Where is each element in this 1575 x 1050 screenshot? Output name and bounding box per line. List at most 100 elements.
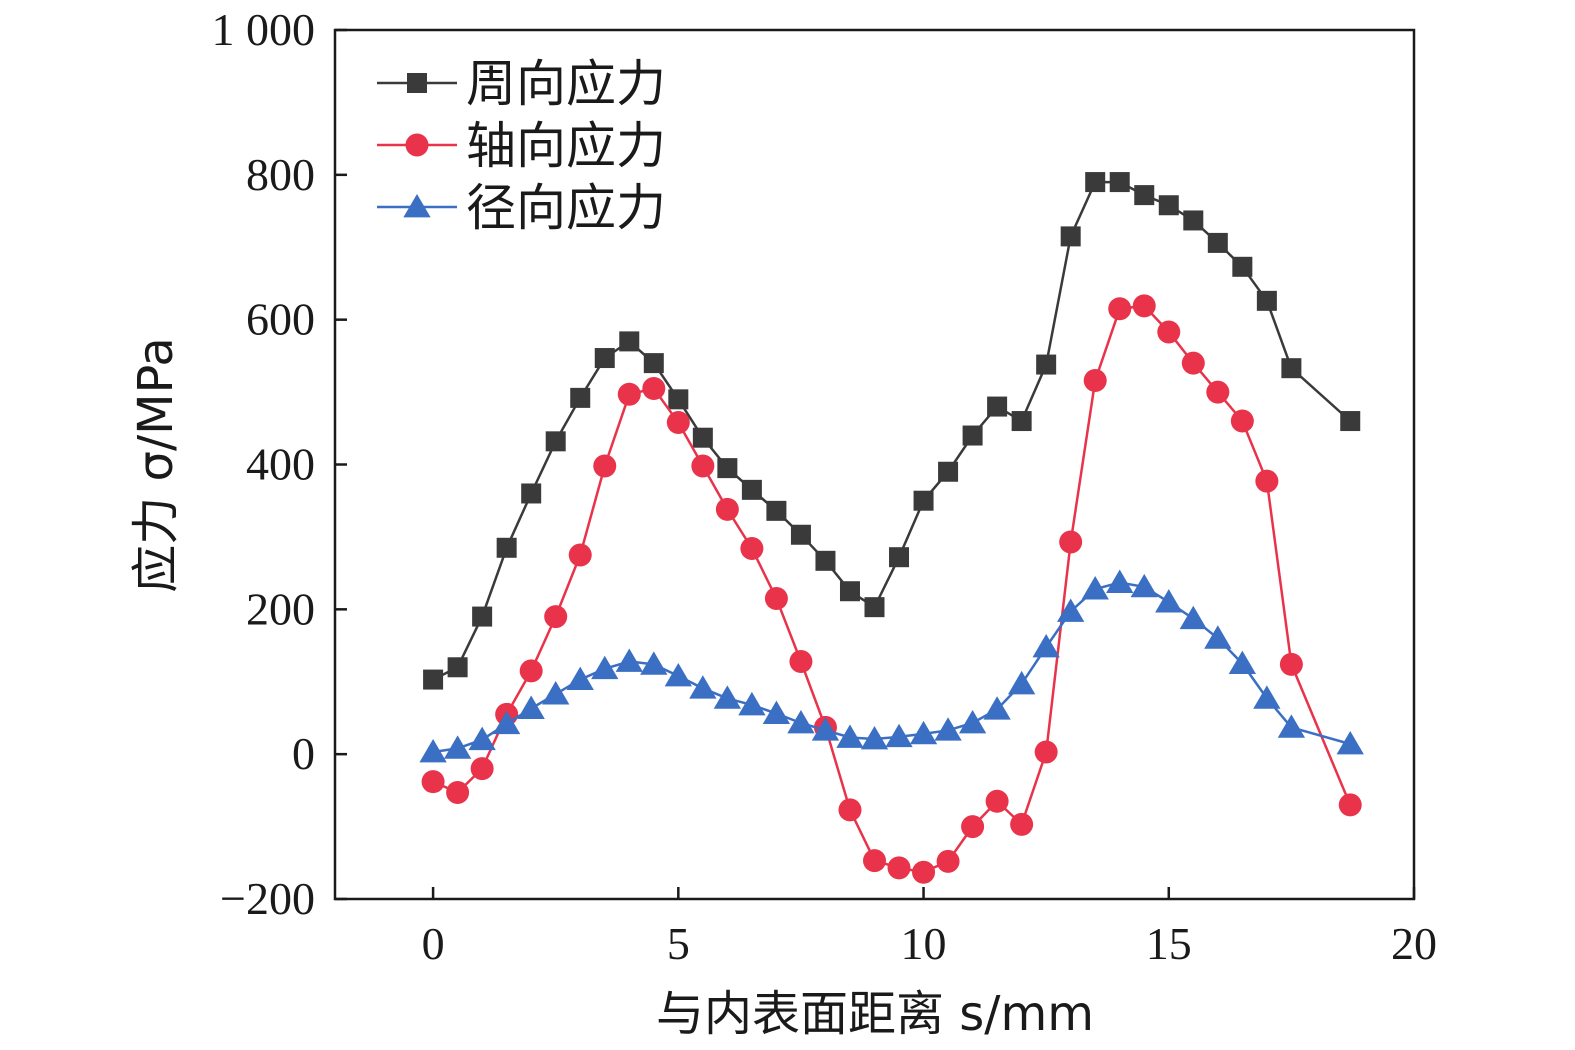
y-tick-label: 600	[246, 294, 315, 345]
data-point	[591, 655, 619, 680]
y-tick-label: −200	[220, 873, 315, 924]
data-point	[521, 483, 542, 504]
data-point	[766, 500, 787, 521]
y-axis-title: 应力 σ/MPa	[128, 337, 184, 592]
data-point	[664, 662, 692, 687]
legend-marker	[403, 194, 431, 218]
data-point	[570, 387, 591, 408]
data-point	[811, 717, 840, 741]
data-point	[542, 681, 570, 705]
data-point	[1340, 411, 1361, 432]
data-point	[1256, 290, 1277, 311]
data-point	[1277, 714, 1306, 738]
data-point	[1181, 351, 1205, 375]
y-tick-label: 400	[246, 439, 315, 490]
legend-item: 周向应力	[377, 55, 666, 113]
data-point	[790, 524, 811, 545]
data-point	[544, 605, 568, 629]
data-point	[1108, 297, 1132, 321]
data-point	[519, 659, 543, 683]
data-point	[762, 700, 791, 725]
data-point	[1106, 569, 1134, 593]
data-point	[985, 789, 1009, 813]
data-point	[1036, 354, 1057, 375]
data-point	[1230, 409, 1254, 433]
legend-marker	[405, 133, 429, 157]
data-point	[860, 725, 889, 750]
data-point	[568, 543, 592, 567]
data-point	[1059, 530, 1083, 554]
data-point	[789, 649, 813, 673]
data-point	[1206, 380, 1230, 404]
series-2	[421, 294, 1362, 884]
data-point	[593, 454, 617, 478]
data-point	[472, 606, 493, 627]
data-point	[692, 427, 713, 448]
data-point	[446, 781, 470, 805]
data-point	[1032, 633, 1060, 658]
data-point	[1253, 685, 1281, 709]
data-point	[1109, 172, 1130, 193]
data-point	[1183, 210, 1204, 231]
data-point	[493, 710, 521, 735]
y-tick-label: 1 000	[212, 4, 316, 55]
data-point	[594, 348, 615, 369]
data-point	[470, 757, 494, 781]
data-point	[1228, 650, 1256, 675]
data-point	[885, 723, 913, 748]
data-point	[738, 691, 766, 716]
x-tick-label: 10	[901, 918, 947, 969]
data-point	[913, 490, 934, 511]
x-axis-title: 与内表面距离 s/mm	[656, 986, 1094, 1042]
data-point	[713, 685, 742, 709]
data-point	[1060, 226, 1081, 247]
data-point	[1204, 625, 1232, 649]
data-point	[838, 798, 862, 822]
legend-item: 轴向应力	[377, 117, 666, 175]
data-point	[643, 353, 664, 374]
data-point	[1034, 740, 1058, 764]
data-point	[764, 586, 788, 610]
x-tick-label: 15	[1146, 918, 1192, 969]
data-point	[447, 657, 468, 678]
data-point	[615, 648, 643, 672]
data-point	[741, 479, 762, 500]
legend-item: 径向应力	[377, 179, 666, 237]
data-point	[640, 651, 668, 675]
data-point	[889, 547, 910, 568]
data-point	[666, 410, 690, 434]
legend-label: 周向应力	[466, 55, 666, 113]
data-point	[1158, 195, 1179, 216]
data-point	[983, 696, 1011, 720]
y-axis: −200 0 200 400 600 800 1 000	[212, 4, 347, 924]
data-point	[958, 710, 987, 734]
data-point	[617, 382, 641, 406]
data-point	[1279, 652, 1303, 676]
y-tick-label: 200	[246, 583, 315, 634]
data-point	[1081, 576, 1109, 600]
data-point	[419, 738, 447, 763]
data-point	[987, 396, 1008, 417]
data-point	[421, 770, 445, 794]
data-point	[936, 849, 960, 873]
x-tick-label: 20	[1391, 918, 1437, 969]
data-point	[934, 717, 962, 741]
data-point	[787, 710, 815, 734]
series-line	[432, 180, 1352, 681]
data-point	[938, 461, 959, 482]
data-point	[545, 431, 566, 452]
data-point	[887, 856, 911, 880]
x-tick-label: 0	[422, 918, 445, 969]
data-point	[443, 735, 472, 759]
data-point	[1007, 670, 1036, 695]
legend-label: 径向应力	[466, 179, 666, 237]
data-point	[619, 331, 640, 352]
data-point	[468, 726, 496, 751]
data-point	[715, 497, 739, 521]
data-point	[864, 597, 885, 618]
data-point	[1057, 598, 1085, 622]
data-point	[962, 425, 983, 446]
data-point	[668, 389, 689, 410]
data-point	[863, 849, 886, 873]
